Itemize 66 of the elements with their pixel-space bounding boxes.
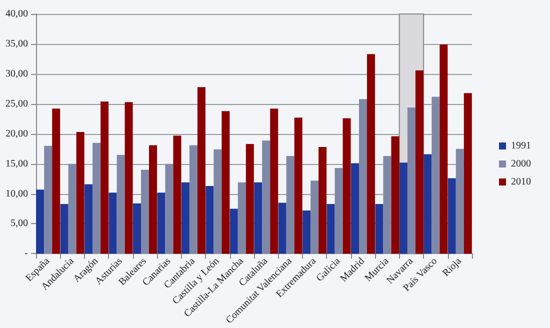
bar [456,148,464,254]
bar [342,118,351,254]
y-tick-label: 5,00 [10,218,28,230]
bar [254,182,262,254]
bar [214,149,222,254]
bar [286,156,294,254]
bar [278,202,286,254]
y-tick-label: 25,00 [6,98,28,110]
y-tick-label: 35,00 [6,38,28,50]
bar [424,154,432,254]
bar [181,182,190,254]
bar [116,154,125,254]
bar [173,136,182,254]
bar [84,184,93,254]
bar [197,87,206,254]
bar [52,108,60,254]
bar [351,163,359,254]
legend-label: 2000 [511,158,531,170]
bar [318,147,327,254]
bar [391,136,400,254]
bar [108,192,117,254]
y-tick-label: 15,00 [6,158,28,170]
bar [92,142,101,254]
bar [262,140,270,254]
bar [432,96,440,254]
bar [302,210,311,254]
bar [375,204,384,254]
bar [76,132,84,254]
y-tick-label: - [24,248,28,260]
bar [157,192,166,254]
bar [383,156,392,254]
bar [36,190,44,254]
bar [326,204,335,254]
bar [206,186,214,254]
bar [407,107,416,254]
bar [270,108,278,254]
bar [464,93,472,254]
bar [334,168,343,254]
y-tick-label: 30,00 [6,68,28,80]
y-tick-label: 10,00 [6,188,28,200]
bar [133,203,141,254]
bar [415,70,424,254]
bar [399,162,408,254]
bar [367,54,375,254]
bar [440,44,448,254]
bar [230,208,238,254]
bar [149,145,157,254]
bar [246,144,254,254]
legend-label: 1991 [511,140,531,152]
bar [60,204,68,254]
bar [222,111,230,254]
bar [141,170,149,254]
bar [448,178,456,254]
bar [294,118,302,254]
bar [44,146,52,254]
bar [100,101,109,254]
legend-label: 2010 [511,176,531,188]
bar [68,164,76,254]
bar [124,102,133,254]
y-tick-label: 40,00 [6,8,28,20]
bar [238,182,246,254]
bar [189,145,198,254]
y-tick-label: 20,00 [6,128,28,140]
bar [359,99,367,254]
bar [310,180,319,254]
bar [165,164,174,254]
